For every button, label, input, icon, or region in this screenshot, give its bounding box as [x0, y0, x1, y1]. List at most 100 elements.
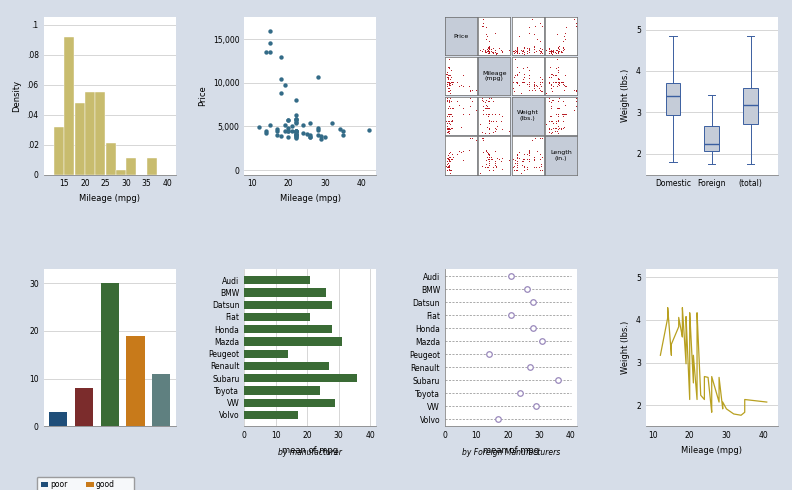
Point [483, 47, 496, 55]
Point [543, 47, 555, 55]
Point [443, 55, 455, 63]
Point [511, 166, 524, 174]
Point [550, 46, 563, 54]
Point [482, 43, 494, 51]
Point [444, 98, 457, 105]
Point [275, 132, 287, 140]
Point [511, 161, 524, 169]
Point [554, 49, 567, 56]
Point [483, 45, 496, 52]
Point [456, 156, 469, 164]
Point [543, 49, 555, 57]
Point [546, 87, 558, 95]
Point [558, 29, 571, 37]
Point [550, 82, 563, 90]
Point [543, 73, 555, 81]
Point [520, 49, 533, 57]
Point [528, 156, 541, 164]
Point [545, 129, 558, 137]
Point [543, 46, 555, 53]
Point [483, 95, 496, 102]
Point [517, 150, 530, 158]
Bar [127, 336, 144, 426]
Point [444, 110, 456, 118]
Point [534, 19, 546, 27]
Point [523, 45, 535, 53]
Point [440, 119, 453, 126]
Point [483, 150, 496, 158]
Point [545, 46, 558, 54]
Point [286, 127, 299, 135]
Point [520, 163, 533, 171]
Point [441, 78, 454, 86]
Point [443, 113, 455, 121]
Point [444, 89, 456, 97]
Point [508, 87, 520, 95]
Point [443, 165, 455, 172]
Point [482, 155, 494, 163]
Point [510, 78, 523, 86]
Point [495, 47, 508, 54]
Point [289, 128, 302, 136]
Point [508, 48, 520, 55]
Point [337, 131, 349, 139]
Point [527, 298, 539, 306]
Point [552, 376, 565, 384]
Point [441, 104, 454, 112]
Point [442, 125, 455, 133]
X-axis label: Mileage (mpg): Mileage (mpg) [79, 194, 140, 203]
Point [552, 45, 565, 52]
Point [443, 163, 455, 171]
Point [483, 104, 496, 112]
Point [550, 30, 563, 38]
Point [441, 124, 454, 132]
Point [463, 102, 476, 110]
Point [487, 49, 500, 57]
Text: Weight
(lbs.): Weight (lbs.) [516, 110, 539, 121]
Point [442, 155, 455, 163]
Point [546, 49, 558, 57]
Point [479, 96, 492, 104]
Point [558, 122, 570, 130]
Point [550, 78, 563, 86]
Point [479, 30, 492, 38]
Point [533, 49, 546, 57]
Point [440, 70, 453, 77]
Point [517, 166, 530, 174]
Point [487, 166, 500, 174]
Point [517, 73, 530, 81]
Point [496, 154, 508, 162]
Point [487, 49, 500, 56]
Point [543, 78, 555, 86]
Point [441, 117, 454, 124]
Point [487, 166, 500, 174]
Point [474, 46, 486, 54]
Point [480, 153, 493, 161]
Point [520, 47, 533, 55]
Point [289, 134, 302, 142]
Point [441, 125, 454, 133]
Point [492, 415, 505, 423]
Point [483, 150, 496, 158]
Point [491, 122, 504, 130]
Point [510, 78, 523, 86]
Point [441, 155, 454, 163]
Point [549, 127, 562, 135]
Point [514, 46, 527, 54]
Point [529, 86, 542, 94]
Point [485, 155, 497, 163]
Point [480, 122, 493, 130]
Point [540, 46, 553, 54]
Point [545, 49, 558, 56]
Point [475, 162, 488, 170]
Point [440, 166, 453, 174]
Point [543, 113, 556, 121]
Point [554, 78, 567, 86]
Point [550, 117, 562, 125]
Point [545, 80, 558, 88]
Point [443, 117, 455, 125]
Point [523, 66, 535, 74]
Point [552, 116, 565, 123]
Point [517, 163, 530, 171]
Point [480, 148, 493, 156]
